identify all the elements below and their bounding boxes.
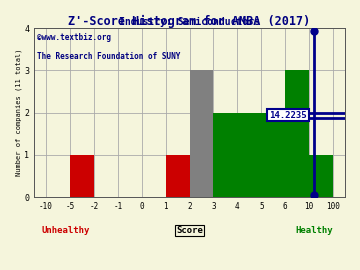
Text: Unhealthy: Unhealthy: [41, 226, 89, 235]
Bar: [309, 155, 333, 197]
Bar: [190, 70, 213, 197]
Text: ©www.textbiz.org: ©www.textbiz.org: [37, 33, 111, 42]
Title: Z'-Score Histogram for AMBA (2017): Z'-Score Histogram for AMBA (2017): [68, 15, 311, 28]
Bar: [213, 113, 285, 197]
Y-axis label: Number of companies (11 total): Number of companies (11 total): [15, 49, 22, 176]
Bar: [166, 155, 190, 197]
Bar: [70, 155, 94, 197]
Bar: [285, 70, 309, 197]
Text: Industry: Semiconductors: Industry: Semiconductors: [119, 17, 260, 27]
Text: Healthy: Healthy: [295, 226, 333, 235]
Text: 14.2235: 14.2235: [269, 111, 307, 120]
Text: The Research Foundation of SUNY: The Research Foundation of SUNY: [37, 52, 181, 61]
Text: Score: Score: [176, 226, 203, 235]
